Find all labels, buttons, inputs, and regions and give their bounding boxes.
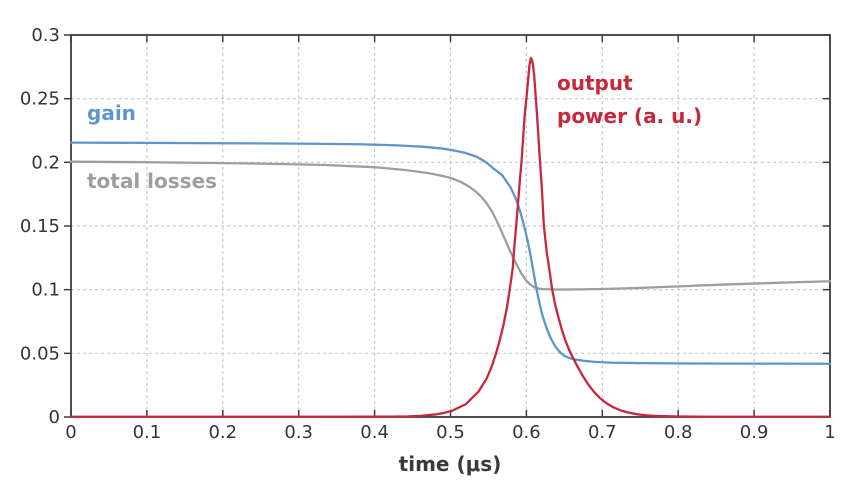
x-axis-title: time (μs) [398, 452, 502, 476]
x-tick-label-0: 0 [65, 422, 76, 443]
x-tick-label-0.7: 0.7 [588, 422, 617, 443]
x-tick-label-1: 1 [824, 422, 835, 443]
x-tick-label-0.6: 0.6 [512, 422, 541, 443]
total-losses-curve-label: total losses [87, 169, 218, 193]
x-tick-label-0.4: 0.4 [360, 422, 389, 443]
x-tick-label-0.3: 0.3 [284, 422, 313, 443]
curve-output-power-a-u- [69, 56, 832, 418]
x-tick-label-0.1: 0.1 [133, 422, 162, 443]
y-tick-label-0.1: 0.1 [31, 280, 60, 301]
curve-gain [69, 141, 832, 365]
y-tick-label-0.05: 0.05 [20, 343, 60, 364]
output-power-curve-label-line2: power (a. u.) [557, 104, 703, 128]
x-tick-label-0.8: 0.8 [664, 422, 693, 443]
output-power-curve-label-line1: output [557, 71, 633, 95]
y-tick-label-0.25: 0.25 [20, 89, 60, 110]
y-tick-label-0.15: 0.15 [20, 216, 60, 237]
y-tick-label-0: 0 [49, 407, 60, 428]
gain-curve-label: gain [87, 101, 136, 125]
y-tick-label-0.2: 0.2 [31, 152, 60, 173]
x-tick-label-0.2: 0.2 [208, 422, 237, 443]
y-tick-label-0.3: 0.3 [31, 25, 60, 46]
x-tick-label-0.5: 0.5 [436, 422, 465, 443]
x-tick-label-0.9: 0.9 [740, 422, 769, 443]
curve-total-losses [69, 160, 832, 291]
